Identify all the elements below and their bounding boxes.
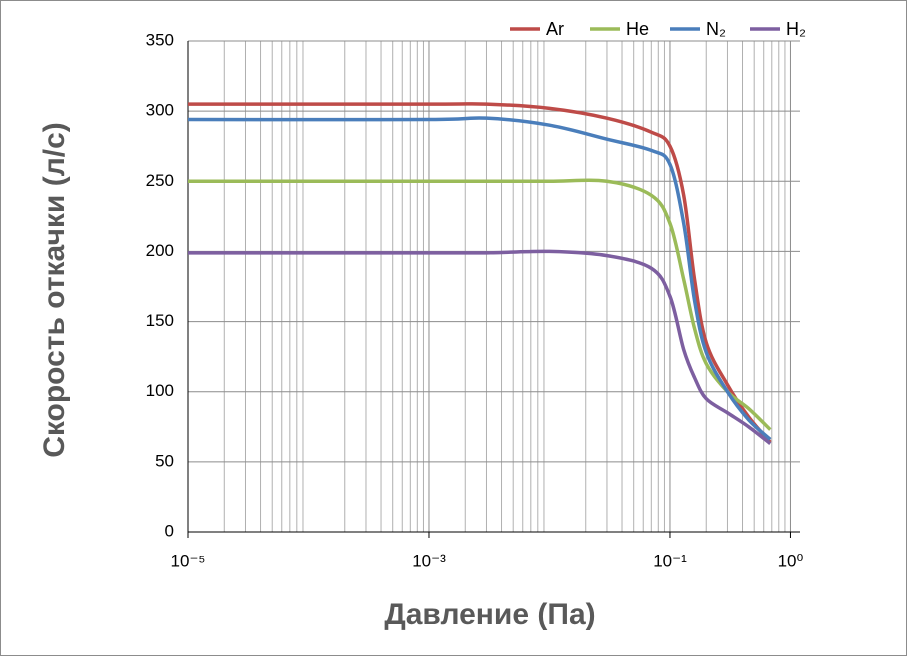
x-tick-label: 10⁻⁵ [171,551,206,570]
x-tick-label: 10⁰ [778,551,804,570]
line-series [188,249,772,446]
y-tick-label: 250 [146,171,174,190]
y-tick-label: 200 [146,241,174,260]
y-tick-label: 300 [146,101,174,120]
line-series [187,102,772,444]
legend-label: Ar [546,19,564,39]
y-tick-label: 0 [165,521,174,540]
legend-label: He [626,19,649,39]
y-tick-label: 350 [146,30,174,49]
y-axis-title: Скорость откачки (л/с) [38,122,71,458]
y-tick-label: 150 [146,311,174,330]
y-tick-label: 100 [146,381,174,400]
x-tick-label: 10⁻³ [412,551,446,570]
legend-label: N₂ [706,19,726,39]
y-tick-label: 50 [155,451,174,470]
line-series [187,116,772,441]
x-tick-label: 10⁻¹ [653,551,687,570]
x-axis-title: Давление (Па) [384,598,595,631]
legend-label: H₂ [786,19,806,39]
